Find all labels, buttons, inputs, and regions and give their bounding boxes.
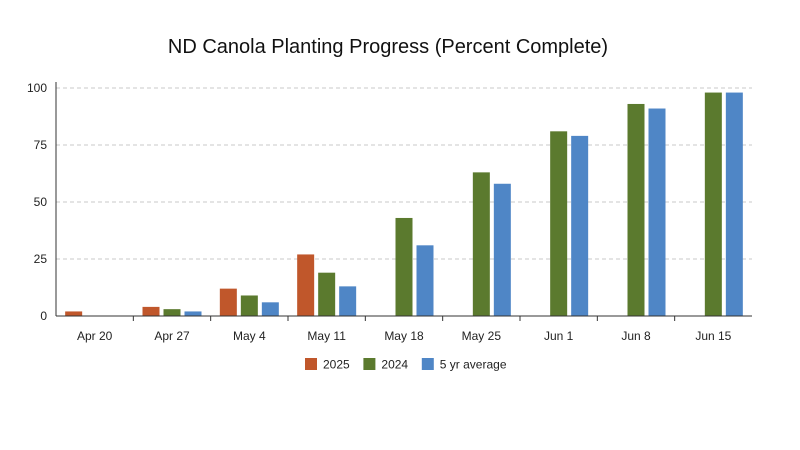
bar-5-yr-average-jun-15 (725, 92, 743, 316)
x-tick-label-apr-20: Apr 20 (77, 329, 113, 343)
x-tick-label-jun-8: Jun 8 (621, 329, 651, 343)
bar-2025-may-11 (297, 254, 315, 316)
bar-5-yr-average-jun-1 (571, 135, 589, 316)
bar-5-yr-average-jun-8 (648, 108, 666, 317)
bar-2024-jun-1 (550, 131, 568, 316)
legend-label-2024: 2024 (381, 358, 408, 372)
x-tick-label-may-18: May 18 (384, 329, 424, 343)
bar-2024-may-18 (395, 217, 413, 316)
y-tick-labels: 0 25 50 75 100 (27, 81, 47, 323)
axes (55, 82, 752, 321)
bar-2024-jun-8 (627, 103, 645, 317)
x-tick-label-may-25: May 25 (462, 329, 502, 343)
bar-5-yr-average-may-11 (339, 286, 357, 316)
y-tick-label-75: 75 (34, 138, 48, 152)
x-tick-label-may-4: May 4 (233, 329, 266, 343)
bar-2024-jun-15 (704, 92, 722, 316)
legend-swatch-2025 (305, 358, 317, 370)
bar-2025-may-4 (219, 288, 237, 316)
legend-label-2025: 2025 (323, 358, 350, 372)
x-tick-label-apr-27: Apr 27 (154, 329, 190, 343)
legend: 2025 2024 5 yr average (305, 358, 507, 372)
x-tick-label-jun-15: Jun 15 (695, 329, 731, 343)
bar-2025-apr-27 (142, 306, 160, 316)
bar-5-yr-average-may-18 (416, 245, 434, 316)
x-tick-label-may-11: May 11 (307, 329, 346, 343)
bar-2024-may-4 (240, 295, 258, 316)
bar-2025-apr-20 (65, 311, 83, 316)
y-tick-label-25: 25 (34, 252, 48, 266)
bar-5-yr-average-may-25 (493, 183, 511, 316)
legend-label-5-yr-average: 5 yr average (440, 358, 507, 372)
bar-2024-may-25 (472, 172, 490, 316)
bar-5-yr-average-apr-27 (184, 311, 202, 316)
grid-lines (56, 87, 752, 260)
legend-swatch-5-yr-average (421, 358, 434, 370)
bar-5-yr-average-may-4 (261, 302, 279, 316)
y-tick-label-0: 0 (40, 309, 47, 323)
bar-2024-apr-27 (163, 309, 181, 316)
bar-2024-may-11 (318, 272, 336, 316)
y-tick-label-100: 100 (27, 81, 47, 95)
bars (65, 92, 743, 317)
legend-swatch-2024 (363, 358, 376, 370)
chart-title: ND Canola Planting Progress (Percent Com… (167, 36, 609, 58)
y-tick-label-50: 50 (34, 195, 48, 209)
x-tick-labels: Apr 20 Apr 27 May 4 May 11 May 18 May 25 Jun 1… (77, 329, 732, 343)
x-tick-label-jun-1: Jun 1 (544, 329, 574, 343)
